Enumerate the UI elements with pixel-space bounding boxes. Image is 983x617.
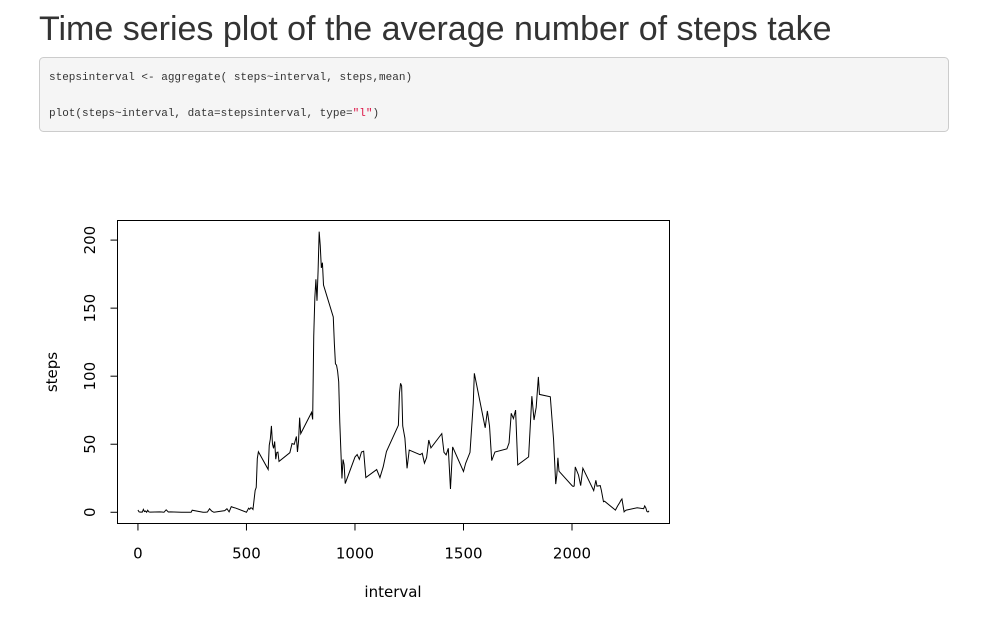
x-tick-label: 0 [133, 545, 143, 563]
code-line: plot(steps~interval, data=stepsinterval,… [49, 108, 379, 120]
y-tick-label: 150 [81, 294, 99, 323]
y-tick-label: 0 [81, 507, 99, 517]
code-block [39, 57, 949, 132]
y-tick-label: 200 [81, 226, 99, 255]
code-line: stepsinterval <- aggregate( steps~interv… [49, 72, 412, 84]
code-string: "l" [353, 108, 373, 120]
x-tick-label: 1500 [444, 545, 482, 563]
x-tick-label: 2000 [553, 545, 591, 563]
page-title: Time series plot of the average number o… [39, 10, 831, 48]
y-tick-label: 100 [81, 362, 99, 391]
y-tick-label: 50 [81, 435, 99, 454]
y-axis-label: steps [43, 352, 61, 392]
data-line [137, 231, 650, 514]
x-axis-label: interval [364, 583, 421, 601]
code-text: ) [372, 108, 379, 120]
code-text: plot(steps~interval, data=stepsinterval,… [49, 108, 353, 120]
code-text: stepsinterval <- aggregate( steps~interv… [49, 72, 412, 84]
x-tick-label: 500 [232, 545, 261, 563]
x-tick-label: 1000 [336, 545, 374, 563]
plot-box [117, 220, 670, 524]
